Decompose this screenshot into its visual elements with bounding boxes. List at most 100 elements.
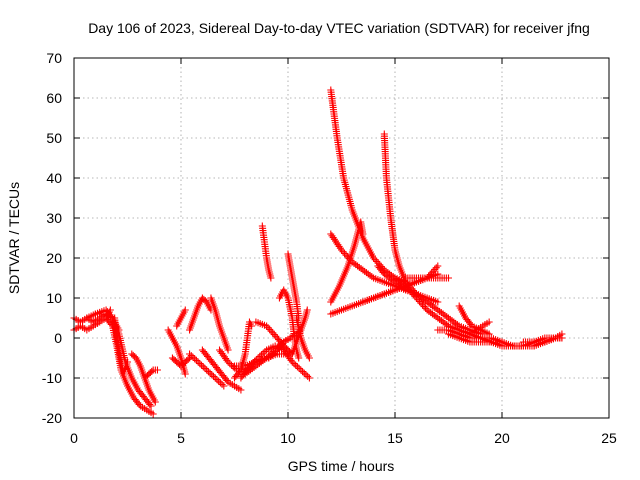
data-point <box>211 374 219 382</box>
data-point <box>257 358 265 366</box>
y-axis-label: SDTVAR / TECUs <box>6 182 22 294</box>
data-point <box>184 355 192 363</box>
y-tick-label: 40 <box>46 170 62 186</box>
series-arc-36 <box>402 274 452 282</box>
data-point <box>201 364 209 372</box>
data-point <box>422 304 430 312</box>
data-point <box>334 241 342 249</box>
data-point <box>434 262 442 270</box>
series-arc-12 <box>186 294 215 334</box>
data-point <box>194 358 202 366</box>
data-point <box>224 358 232 366</box>
data-point <box>302 371 310 379</box>
x-tick-label: 5 <box>177 430 185 446</box>
data-point <box>432 305 440 313</box>
x-tick-label: 15 <box>387 430 403 446</box>
data-point <box>223 356 231 364</box>
data-point <box>196 360 204 368</box>
data-point <box>402 282 410 290</box>
data-point <box>181 370 189 378</box>
data-point <box>266 325 274 333</box>
data-point <box>305 354 313 362</box>
data-point <box>432 264 440 272</box>
data-point <box>269 329 277 337</box>
data-point <box>333 239 341 247</box>
data-point <box>252 362 260 370</box>
data-point <box>362 269 370 277</box>
data-point <box>439 318 447 326</box>
data-point <box>187 352 195 360</box>
data-point <box>419 301 427 309</box>
data-point <box>229 363 237 371</box>
data-point <box>224 346 232 354</box>
y-tick-label: 30 <box>46 210 62 226</box>
x-tick-label: 0 <box>70 430 78 446</box>
data-point <box>261 348 269 356</box>
data-point <box>259 349 267 357</box>
data-point <box>300 369 308 377</box>
data-point <box>215 377 223 385</box>
data-point <box>250 363 258 371</box>
x-tick-label: 10 <box>280 430 296 446</box>
data-point <box>328 232 336 240</box>
data-point <box>359 266 367 274</box>
series-arc-25 <box>284 250 303 322</box>
data-point <box>295 364 303 372</box>
grid-lines <box>74 58 609 418</box>
data-point <box>437 317 445 325</box>
data-point <box>408 289 416 297</box>
data-point <box>395 277 403 285</box>
data-point <box>275 343 283 351</box>
data-point <box>443 313 451 321</box>
data-point <box>417 299 425 307</box>
data-point <box>448 317 456 325</box>
data-point <box>288 358 296 366</box>
data-point <box>373 257 381 265</box>
y-tick-label: 70 <box>46 50 62 66</box>
data-point <box>268 349 276 357</box>
data-point <box>264 352 272 360</box>
series-arc-33 <box>380 130 485 338</box>
data-point <box>210 372 218 380</box>
data-point <box>228 361 236 369</box>
data-point <box>299 368 307 376</box>
y-tick-labels: -20 -10 0 10 20 30 40 50 60 70 <box>42 50 62 426</box>
series-arc-09 <box>164 326 189 378</box>
data-point <box>384 273 392 281</box>
data-point <box>403 284 411 292</box>
data-point <box>135 400 143 408</box>
series-arc-30 <box>327 218 367 306</box>
data-point <box>357 265 365 273</box>
data-point <box>203 366 211 374</box>
data-point <box>406 287 414 295</box>
data-point <box>332 237 340 245</box>
series-arc-23 <box>241 334 294 378</box>
data-point <box>264 324 272 332</box>
y-tick-label: 60 <box>46 90 62 106</box>
data-point <box>432 313 440 321</box>
data-point <box>290 360 298 368</box>
data-point <box>151 398 159 406</box>
data-point <box>431 265 439 273</box>
x-axis-label: GPS time / hours <box>288 458 395 474</box>
data-point <box>364 270 372 278</box>
data-point <box>352 261 360 269</box>
data-point <box>292 361 300 369</box>
data-point <box>429 267 437 275</box>
data-point <box>146 400 154 408</box>
data-point <box>191 355 199 363</box>
data-point <box>304 372 312 380</box>
data-point <box>198 361 206 369</box>
series-arc-44 <box>530 334 566 350</box>
data-point <box>412 294 420 302</box>
data-point <box>124 358 131 366</box>
data-point <box>270 331 278 339</box>
data-point <box>278 340 286 348</box>
data-points <box>70 86 566 418</box>
data-point <box>189 353 197 361</box>
data-point <box>411 292 419 300</box>
series-arc-06 <box>111 314 131 378</box>
data-point <box>371 256 379 264</box>
series-arc-27 <box>288 306 311 358</box>
data-point <box>426 271 434 279</box>
